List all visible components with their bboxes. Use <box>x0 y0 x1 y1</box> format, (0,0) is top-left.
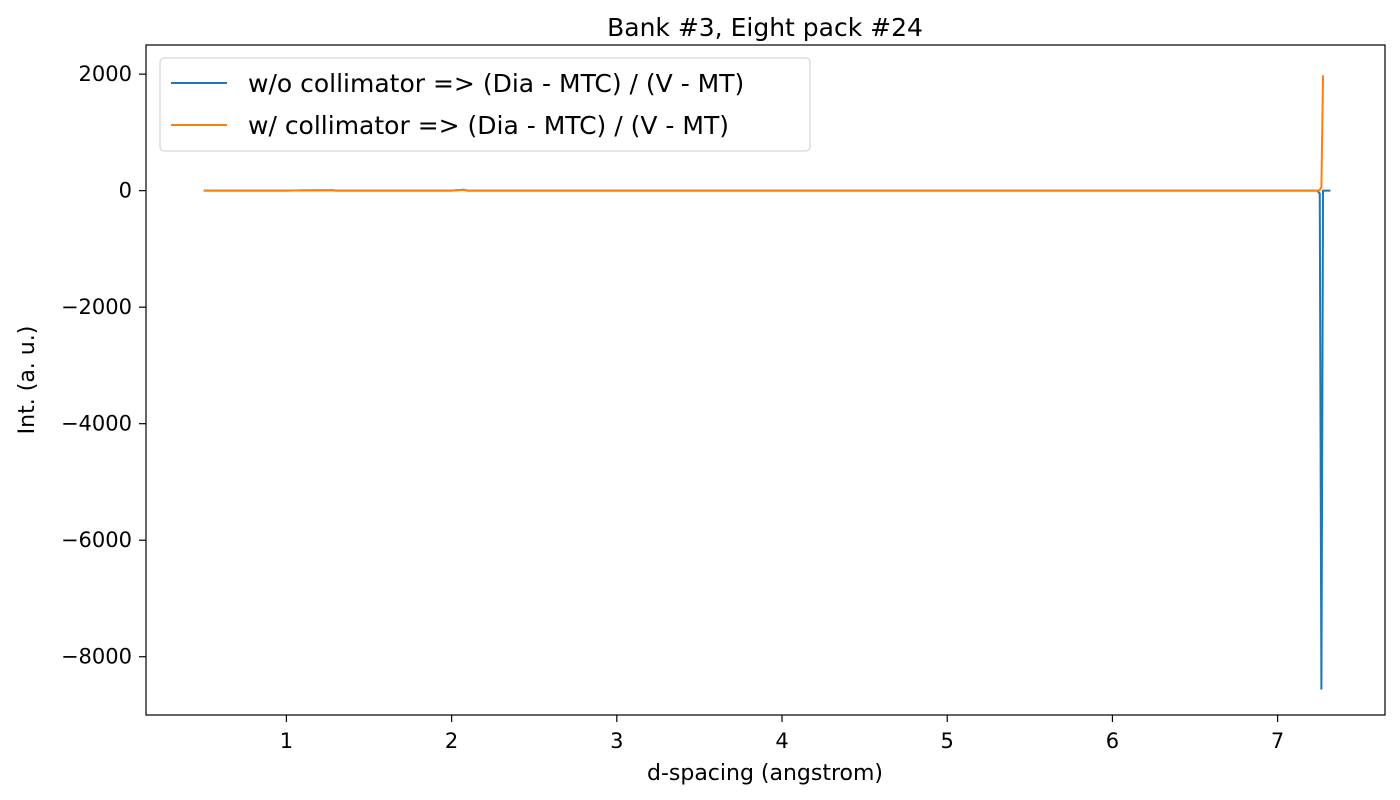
plot-area-frame <box>145 44 1386 716</box>
chart-title: Bank #3, Eight pack #24 <box>607 13 923 42</box>
x-tick-label: 7 <box>1271 729 1284 753</box>
y-tick-label: 2000 <box>79 62 132 86</box>
series-lines <box>203 75 1331 690</box>
y-tick-label: −8000 <box>61 645 132 669</box>
x-axis: 1 2 3 4 5 6 7 <box>280 715 1284 753</box>
y-tick-label: −6000 <box>61 528 132 552</box>
y-axis-label: Int. (a. u.) <box>15 326 40 435</box>
y-tick-label: −2000 <box>61 295 132 319</box>
y-tick-label: −4000 <box>61 412 132 436</box>
x-tick-label: 5 <box>941 729 954 753</box>
x-tick-label: 1 <box>280 729 293 753</box>
y-axis: 2000 0 −2000 −4000 −6000 −8000 <box>61 62 146 669</box>
y-tick-label: 0 <box>119 179 132 203</box>
x-tick-label: 6 <box>1106 729 1119 753</box>
x-tick-label: 3 <box>610 729 623 753</box>
x-tick-label: 4 <box>775 729 788 753</box>
legend-label: w/o collimator => (Dia - MTC) / (V - MT) <box>248 69 744 98</box>
series-line-1 <box>203 75 1325 192</box>
x-axis-label: d-spacing (angstrom) <box>647 761 883 786</box>
legend: w/o collimator => (Dia - MTC) / (V - MT)… <box>159 57 811 152</box>
legend-label: w/ collimator => (Dia - MTC) / (V - MT) <box>248 111 729 140</box>
legend-box <box>159 57 811 152</box>
x-tick-label: 2 <box>445 729 458 753</box>
